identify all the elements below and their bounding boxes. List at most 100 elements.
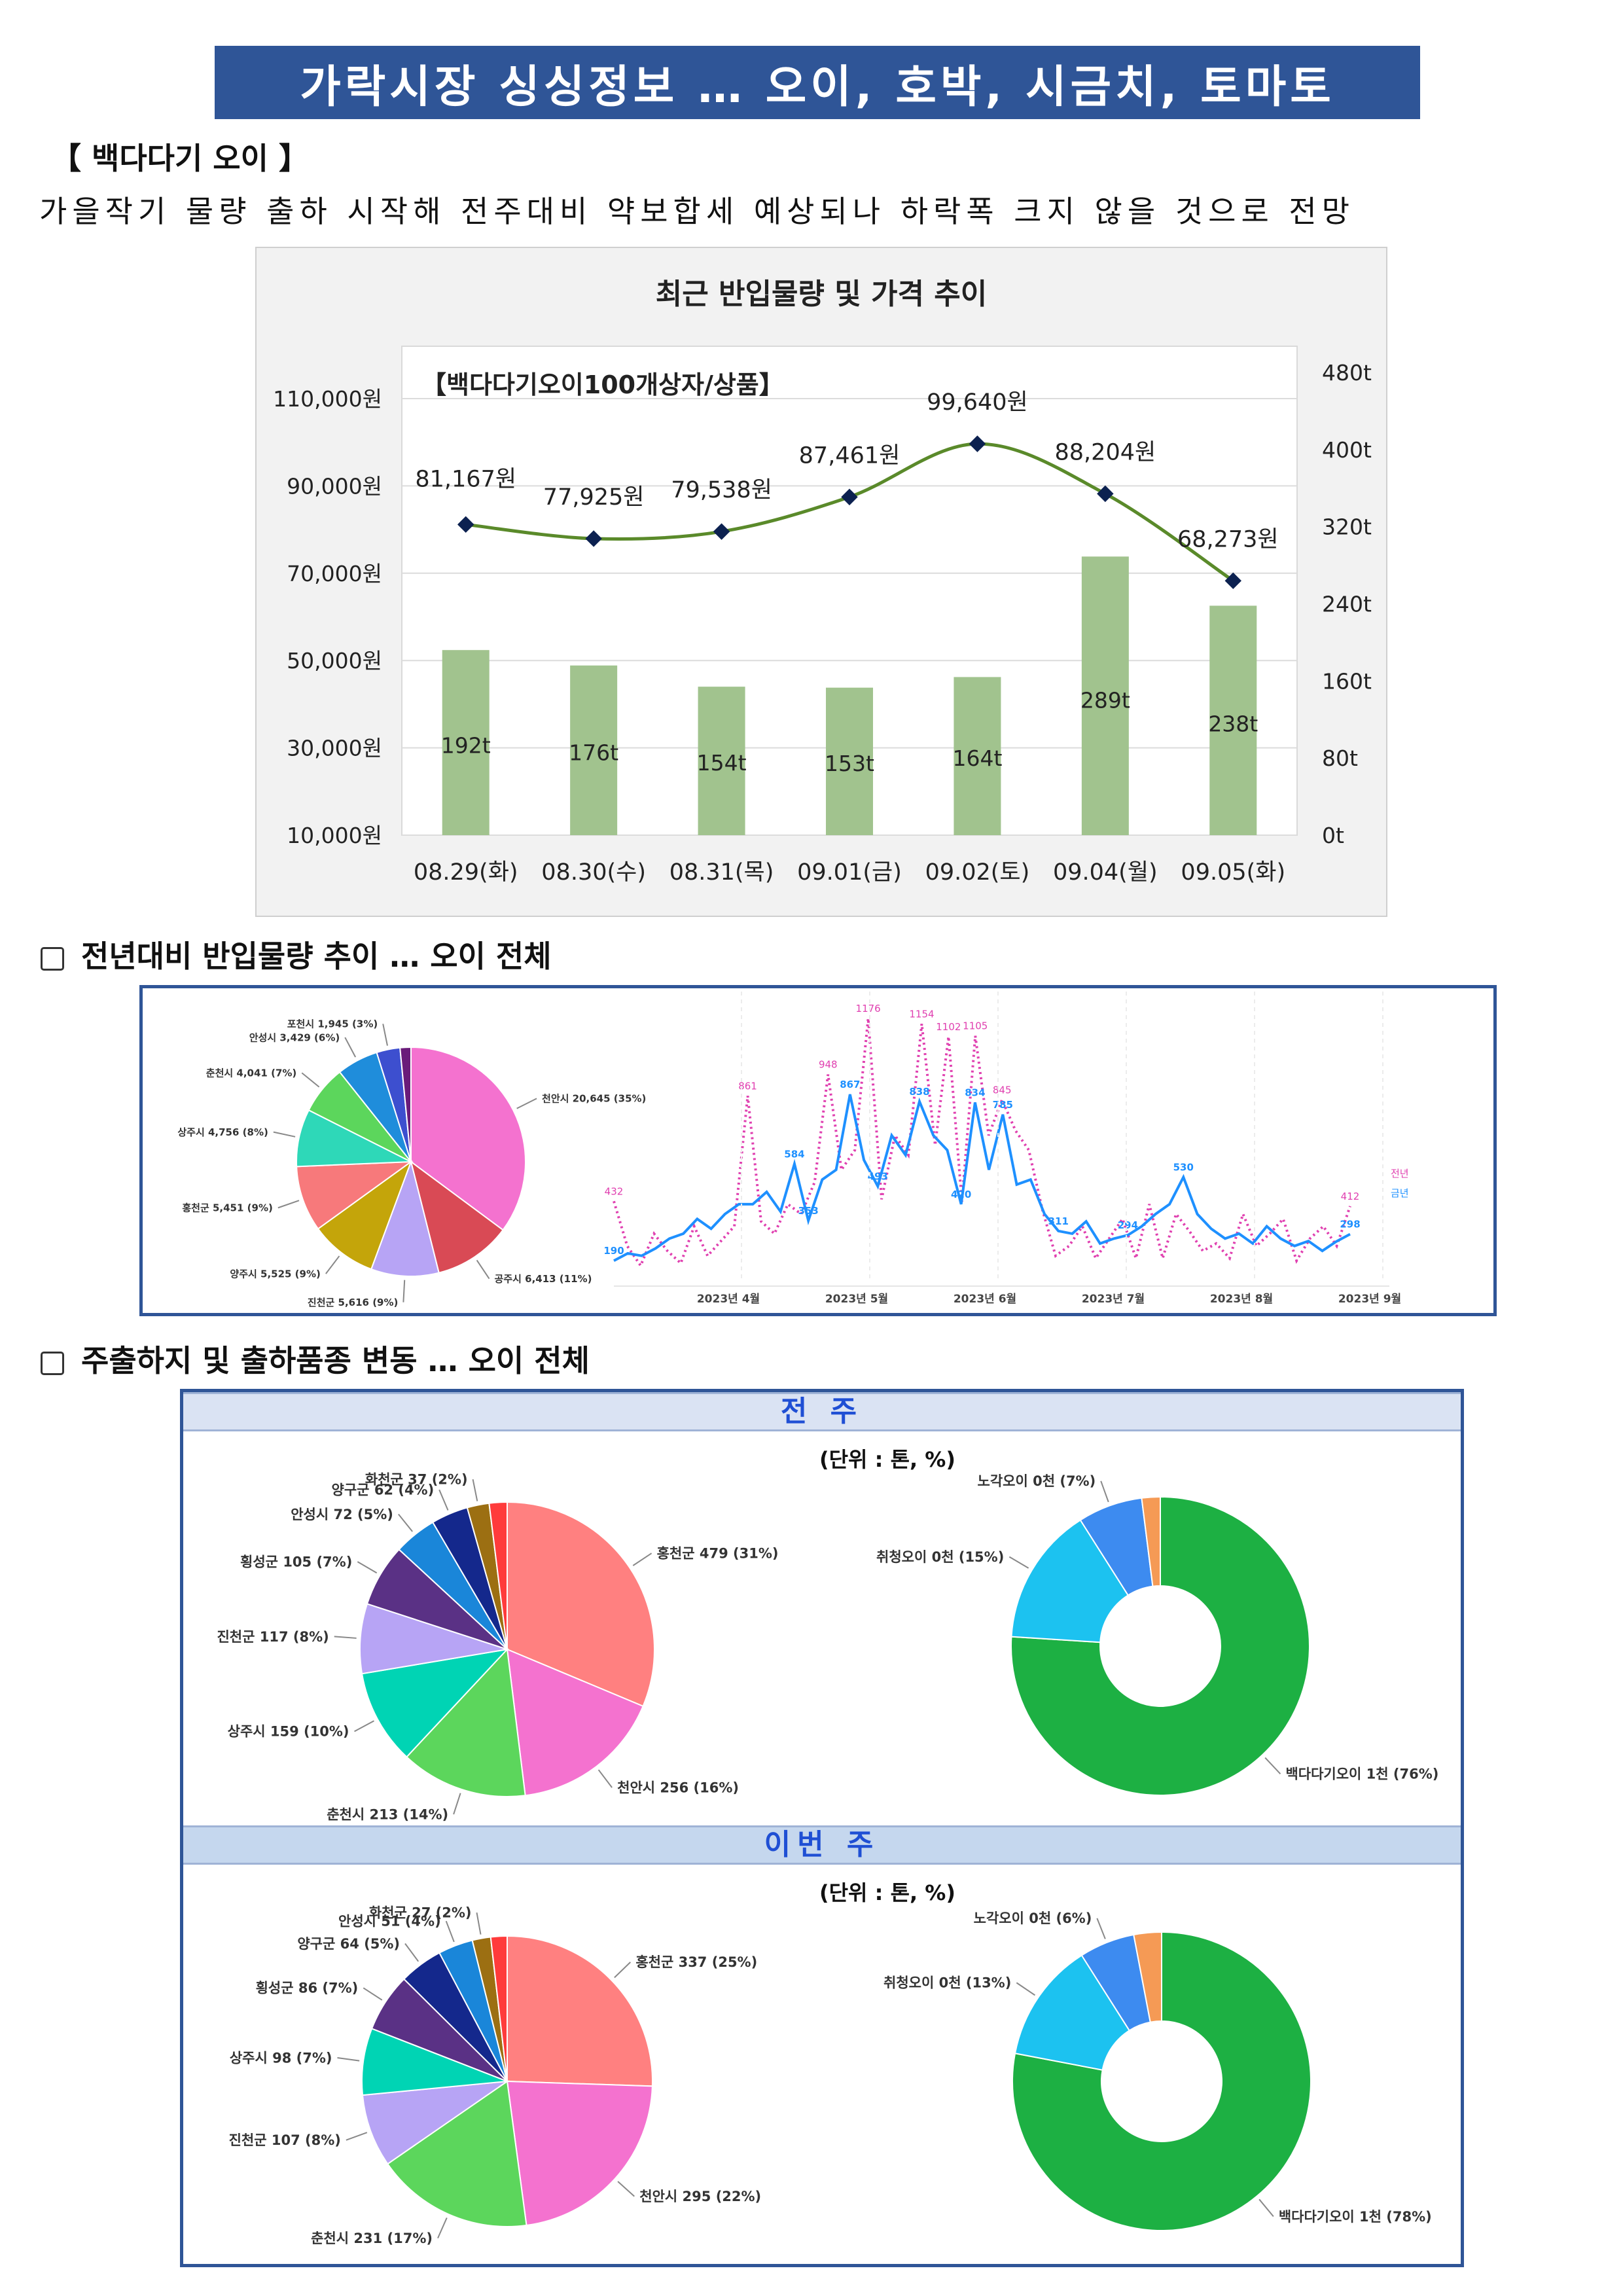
this-week-band: 이번 주 [183,1825,1461,1865]
origin-slice-prev [506,1648,644,1797]
slice-label: 상주시 98 (7%) [230,2050,332,2066]
month-label: 2023년 8월 [1210,1293,1273,1306]
leader-line [472,1479,478,1501]
slice-label: 홍천군 479 (31%) [657,1546,779,1562]
price-label: 79,538원 [671,477,772,503]
slice-label: 취청오이 0천 (13%) [883,1975,1011,1991]
yoy-panel: 천안시 20,645 (35%) 공주시 6,413 (11%) 진천군 5,616… [139,985,1497,1316]
checkbox-icon [41,1351,64,1375]
chart-title: 최근 반입물량 및 가격 추이 [656,278,988,311]
point-label: 311 [1048,1215,1069,1227]
variety-slice-this [1012,1931,1311,2231]
slice-label: 백다다기오이 1천 (78%) [1279,2209,1432,2225]
left-tick-label: 110,000원 [273,386,382,412]
price-label: 68,273원 [1177,526,1279,552]
month-label: 2023년 7월 [1082,1293,1145,1306]
right-tick-label: 80t [1322,745,1358,771]
origin-slice-this [386,2080,527,2227]
volume-label: 164t [952,745,1002,771]
slice-label: 천안시 20,645 (35%) [542,1093,646,1105]
leader-line [1096,1918,1106,1939]
price-label: 99,640원 [927,389,1028,416]
leader-line [325,1255,340,1274]
slice-label: 진천군 117 (8%) [217,1629,329,1645]
volume-bar [698,687,745,835]
point-label: 190 [603,1245,624,1257]
volume-label: 238t [1208,711,1258,737]
left-tick-label: 70,000원 [287,561,382,586]
leader-line [1016,1982,1036,1996]
price-label: 88,204원 [1055,439,1156,465]
region-slice [399,1046,412,1162]
point-label: 412 [1341,1191,1360,1202]
region-slice [296,1160,414,1230]
slice-label: 횡성군 105 (7%) [240,1554,352,1570]
category-label: 09.02(토) [925,859,1030,886]
point-label: 294 [1118,1219,1138,1231]
right-tick-label: 400t [1322,437,1372,463]
slice-label: 공주시 6,413 (11%) [495,1273,592,1285]
volume-bar [826,687,873,835]
point-label: 530 [1173,1162,1194,1174]
point-label: 1154 [909,1008,934,1020]
point-label: 834 [965,1086,985,1098]
variety-slice-prev [1010,1496,1310,1796]
volume-label: 289t [1080,688,1130,713]
origin-slice-prev [488,1501,508,1650]
right-tick-label: 320t [1322,514,1372,540]
slice-label: 양구군 64 (5%) [297,1936,400,1952]
slice-label: 춘천시 4,041 (7%) [206,1067,296,1079]
point-label: 1176 [856,1003,881,1014]
leader-line [476,1259,490,1280]
price-volume-chart-svg: 최근 반입물량 및 가격 추이 110,000원 90,000원 70,000원 50,… [273,278,1372,886]
point-label: 420 [951,1189,971,1200]
origin-slice-prev [405,1647,526,1797]
month-label: 2023년 4월 [697,1293,760,1306]
unit-label-prev: (단위 : 톤, %) [819,1447,955,1472]
leader-line [363,1987,383,2001]
variety-slice-prev [1010,1519,1130,1643]
price-volume-chart: 최근 반입물량 및 가격 추이 110,000원 90,000원 70,000원 50,… [255,247,1387,917]
prev-week-band: 전 주 [183,1392,1461,1431]
region-slice [296,1109,414,1168]
slice-label: 화천군 37 (2%) [365,1472,468,1488]
leader-line [273,1131,296,1138]
leader-line [1258,2198,1274,2217]
price-label: 87,461원 [799,442,901,469]
leader-line [438,1489,449,1511]
price-label: 77,925원 [543,484,645,511]
chart-subtitle: 【백다다기오이100개상자/상품】 [421,370,784,399]
point-label: 432 [605,1185,624,1197]
category-label: 09.05(화) [1181,859,1285,886]
category-label: 08.31(목) [669,859,774,886]
origin-slice-prev [359,1603,508,1675]
slice-label: 노각오이 0천 (6%) [974,1910,1092,1926]
unit-label-this: (단위 : 톤, %) [819,1880,955,1905]
slice-label: 춘천시 213 (14%) [327,1806,448,1822]
slice-label: 횡성군 86 (7%) [256,1981,359,1996]
series-name: 전년 [1391,1168,1409,1179]
right-tick-label: 240t [1322,592,1372,617]
slice-label: 안성시 3,429 (6%) [249,1031,340,1043]
page-title: 가락시장 싱싱정보 … 오이, 호박, 시금치, 토마토 [215,46,1420,119]
leader-line [382,1024,388,1046]
slice-label: 홍천군 337 (25%) [635,1954,757,1970]
slice-label: 천안시 295 (22%) [639,2189,761,2204]
leader-line [277,1200,300,1209]
right-tick-label: 160t [1322,668,1372,694]
section-heading-origin: 주출하지 및 출하품종 변동 … 오이 전체 [41,1337,590,1380]
point-label: 1105 [963,1020,988,1032]
leader-line [445,1920,455,1943]
leader-line [404,1943,419,1962]
leader-line [476,1912,482,1935]
region-slice [410,1046,526,1231]
left-tick-label: 10,000원 [287,823,382,848]
leader-line [516,1098,537,1109]
origin-slice-prev [507,1501,655,1708]
checkbox-icon [41,946,64,971]
point-label: 353 [798,1205,819,1217]
volume-bar [954,677,1001,835]
point-label: 785 [993,1099,1013,1111]
origin-variety-panel: 전 주 (단위 : 톤, %) 이번 주 (단위 : 톤, %) 홍천군 479… [180,1389,1464,2267]
month-label: 2023년 9월 [1338,1293,1401,1306]
